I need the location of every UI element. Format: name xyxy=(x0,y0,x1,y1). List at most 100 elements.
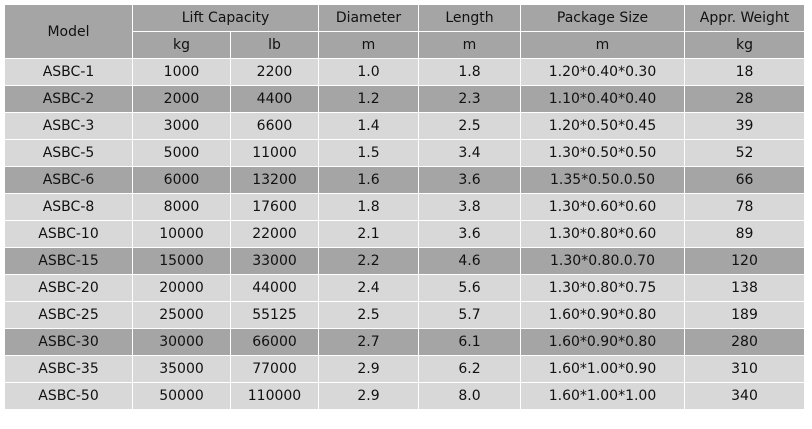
cell-capacity-lb: 6600 xyxy=(230,112,319,140)
header-weight: Appr. Weight xyxy=(684,4,805,32)
cell-model: ASBC-3 xyxy=(4,112,133,140)
table-row: ASBC-30 30000 66000 2.7 6.1 1.60*0.90*0.80 280 xyxy=(4,328,805,356)
cell-length: 5.6 xyxy=(418,274,521,302)
cell-diameter: 2.1 xyxy=(318,220,419,248)
cell-capacity-kg: 3000 xyxy=(132,112,231,140)
unit-weight: kg xyxy=(684,31,805,59)
cell-capacity-kg: 6000 xyxy=(132,166,231,194)
cell-weight: 78 xyxy=(684,193,805,221)
cell-diameter: 1.8 xyxy=(318,193,419,221)
cell-length: 3.6 xyxy=(418,220,521,248)
cell-capacity-kg: 1000 xyxy=(132,58,231,86)
unit-diameter: m xyxy=(318,31,419,59)
cell-weight: 52 xyxy=(684,139,805,167)
cell-diameter: 1.4 xyxy=(318,112,419,140)
cell-capacity-lb: 33000 xyxy=(230,247,319,275)
cell-package-size: 1.20*0.40*0.30 xyxy=(520,58,685,86)
cell-model: ASBC-6 xyxy=(4,166,133,194)
cell-package-size: 1.35*0.50.0.50 xyxy=(520,166,685,194)
table-row: ASBC-6 6000 13200 1.6 3.6 1.35*0.50.0.50 66 xyxy=(4,166,805,194)
cell-diameter: 2.9 xyxy=(318,355,419,383)
table-row: ASBC-3 3000 6600 1.4 2.5 1.20*0.50*0.45 39 xyxy=(4,112,805,140)
cell-package-size: 1.20*0.50*0.45 xyxy=(520,112,685,140)
cell-package-size: 1.60*0.90*0.80 xyxy=(520,301,685,329)
cell-capacity-kg: 20000 xyxy=(132,274,231,302)
header-lift-capacity: Lift Capacity xyxy=(132,4,319,32)
cell-diameter: 2.9 xyxy=(318,382,419,410)
table-row: ASBC-15 15000 33000 2.2 4.6 1.30*0.80.0.70 120 xyxy=(4,247,805,275)
cell-diameter: 2.5 xyxy=(318,301,419,329)
cell-length: 2.5 xyxy=(418,112,521,140)
cell-diameter: 2.2 xyxy=(318,247,419,275)
header-length: Length xyxy=(418,4,521,32)
cell-package-size: 1.10*0.40*0.40 xyxy=(520,85,685,113)
cell-capacity-lb: 11000 xyxy=(230,139,319,167)
cell-model: ASBC-30 xyxy=(4,328,133,356)
spec-table: Model Lift Capacity Diameter Length Pack… xyxy=(4,4,805,410)
cell-capacity-kg: 30000 xyxy=(132,328,231,356)
cell-model: ASBC-5 xyxy=(4,139,133,167)
cell-capacity-lb: 22000 xyxy=(230,220,319,248)
cell-length: 6.2 xyxy=(418,355,521,383)
cell-weight: 310 xyxy=(684,355,805,383)
cell-weight: 189 xyxy=(684,301,805,329)
cell-package-size: 1.60*1.00*1.00 xyxy=(520,382,685,410)
cell-package-size: 1.30*0.60*0.60 xyxy=(520,193,685,221)
cell-capacity-lb: 66000 xyxy=(230,328,319,356)
cell-capacity-kg: 15000 xyxy=(132,247,231,275)
table-row: ASBC-25 25000 55125 2.5 5.7 1.60*0.90*0.80 189 xyxy=(4,301,805,329)
cell-weight: 28 xyxy=(684,85,805,113)
table-row: ASBC-10 10000 22000 2.1 3.6 1.30*0.80*0.60 89 xyxy=(4,220,805,248)
cell-capacity-lb: 4400 xyxy=(230,85,319,113)
cell-weight: 138 xyxy=(684,274,805,302)
cell-model: ASBC-2 xyxy=(4,85,133,113)
cell-model: ASBC-1 xyxy=(4,58,133,86)
cell-length: 6.1 xyxy=(418,328,521,356)
cell-capacity-kg: 5000 xyxy=(132,139,231,167)
cell-diameter: 2.4 xyxy=(318,274,419,302)
cell-capacity-kg: 8000 xyxy=(132,193,231,221)
unit-lb: lb xyxy=(230,31,319,59)
cell-capacity-kg: 10000 xyxy=(132,220,231,248)
table-row: ASBC-5 5000 11000 1.5 3.4 1.30*0.50*0.50 52 xyxy=(4,139,805,167)
cell-length: 3.6 xyxy=(418,166,521,194)
cell-length: 1.8 xyxy=(418,58,521,86)
cell-model: ASBC-35 xyxy=(4,355,133,383)
header-diameter: Diameter xyxy=(318,4,419,32)
cell-package-size: 1.30*0.80*0.75 xyxy=(520,274,685,302)
cell-weight: 66 xyxy=(684,166,805,194)
unit-length: m xyxy=(418,31,521,59)
cell-model: ASBC-8 xyxy=(4,193,133,221)
cell-length: 5.7 xyxy=(418,301,521,329)
cell-package-size: 1.30*0.80.0.70 xyxy=(520,247,685,275)
cell-capacity-kg: 25000 xyxy=(132,301,231,329)
cell-weight: 18 xyxy=(684,58,805,86)
cell-package-size: 1.60*1.00*0.90 xyxy=(520,355,685,383)
cell-package-size: 1.30*0.50*0.50 xyxy=(520,139,685,167)
cell-weight: 340 xyxy=(684,382,805,410)
cell-diameter: 2.7 xyxy=(318,328,419,356)
table-row: ASBC-35 35000 77000 2.9 6.2 1.60*1.00*0.90 310 xyxy=(4,355,805,383)
unit-kg: kg xyxy=(132,31,231,59)
table-row: ASBC-2 2000 4400 1.2 2.3 1.10*0.40*0.40 28 xyxy=(4,85,805,113)
cell-capacity-lb: 55125 xyxy=(230,301,319,329)
cell-capacity-kg: 50000 xyxy=(132,382,231,410)
cell-package-size: 1.60*0.90*0.80 xyxy=(520,328,685,356)
cell-capacity-kg: 35000 xyxy=(132,355,231,383)
cell-length: 4.6 xyxy=(418,247,521,275)
cell-capacity-lb: 13200 xyxy=(230,166,319,194)
cell-model: ASBC-15 xyxy=(4,247,133,275)
cell-model: ASBC-10 xyxy=(4,220,133,248)
cell-weight: 89 xyxy=(684,220,805,248)
table-body: ASBC-1 1000 2200 1.0 1.8 1.20*0.40*0.30 18 ASBC… xyxy=(4,58,805,410)
cell-weight: 39 xyxy=(684,112,805,140)
cell-diameter: 1.6 xyxy=(318,166,419,194)
unit-package-size: m xyxy=(520,31,685,59)
cell-capacity-lb: 17600 xyxy=(230,193,319,221)
cell-capacity-lb: 2200 xyxy=(230,58,319,86)
cell-length: 3.8 xyxy=(418,193,521,221)
cell-length: 2.3 xyxy=(418,85,521,113)
table-row: ASBC-50 50000 110000 2.9 8.0 1.60*1.00*1.00 34… xyxy=(4,382,805,410)
cell-diameter: 1.5 xyxy=(318,139,419,167)
table-row: ASBC-20 20000 44000 2.4 5.6 1.30*0.80*0.75 138 xyxy=(4,274,805,302)
